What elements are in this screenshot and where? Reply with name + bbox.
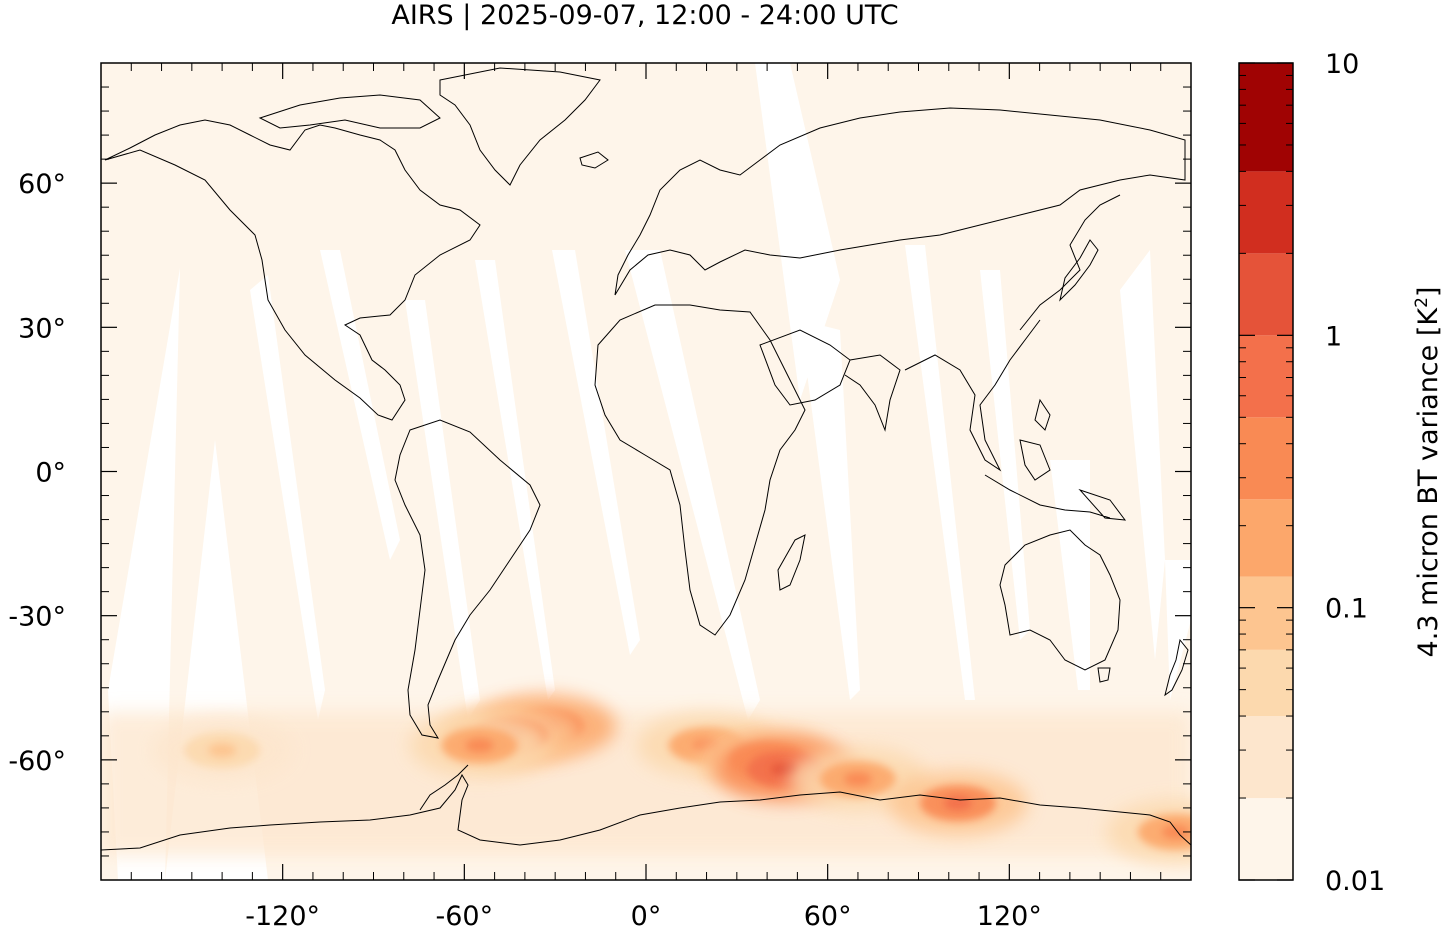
swath-gap — [625, 250, 760, 720]
coast-north-america — [104, 119, 481, 421]
y-tick-label: 0° — [35, 458, 66, 489]
coast-africa — [594, 304, 806, 636]
y-tick-label: 30° — [18, 313, 66, 344]
colorbar-tick-label: 0.01 — [1325, 866, 1385, 897]
y-axis: 60° 30° 0° -30° -60° — [8, 169, 1191, 777]
coast-south-america — [394, 419, 541, 739]
activity-core — [843, 772, 872, 787]
swath-gap — [800, 320, 860, 700]
x-tick-label: -120° — [245, 901, 320, 930]
map-panel — [101, 63, 1191, 880]
swath-gap — [320, 250, 400, 560]
swath-gap — [980, 270, 1030, 640]
coast-tasmania — [1097, 667, 1111, 683]
coast-europe — [614, 107, 1186, 296]
colorbar-ticks: 10 1 0.1 0.01 — [1239, 49, 1385, 897]
x-axis: -120° -60° 0° 60° 120° — [245, 63, 1042, 930]
coast-arctic-islands — [258, 94, 441, 129]
coast-east-asia — [1019, 194, 1121, 331]
x-tick-label: 120° — [977, 901, 1042, 930]
colorbar-tick-label: 10 — [1325, 49, 1359, 80]
colorbar-segment — [1239, 335, 1293, 418]
swath-gap — [405, 300, 480, 720]
coast-madagascar — [777, 534, 806, 591]
x-tick-label: 0° — [631, 901, 662, 930]
coast-antarctica — [101, 773, 1191, 851]
swath-gap — [1165, 560, 1191, 700]
x-tick-label: -60° — [436, 901, 494, 930]
coastlines — [101, 67, 1191, 851]
coast-japan — [1059, 239, 1099, 302]
colorbar-segment — [1239, 499, 1293, 577]
coast-australia — [999, 529, 1121, 671]
y-tick-label: -60° — [8, 746, 66, 777]
colorbar-segment — [1239, 576, 1293, 650]
colorbar-tick-label: 0.1 — [1325, 594, 1368, 625]
x-tick-label: 60° — [804, 901, 852, 930]
colorbar-segment — [1239, 171, 1293, 254]
colorbar-segment — [1239, 417, 1293, 500]
colorbar-tick-label: 1 — [1325, 321, 1342, 352]
colorbar-segment — [1239, 63, 1293, 172]
activity-core — [1161, 824, 1190, 839]
colorbar-segment — [1239, 716, 1293, 799]
colorbar — [1239, 63, 1293, 880]
colorbar-frame — [1238, 62, 1294, 881]
colorbar-segment — [1239, 798, 1293, 880]
colorbar-segment — [1239, 253, 1293, 336]
swath-gap — [475, 260, 555, 700]
y-tick-label: 60° — [18, 169, 66, 200]
y-tick-label: -30° — [8, 602, 66, 633]
coast-greenland — [439, 67, 601, 186]
activity-core — [208, 743, 237, 758]
colorbar-label: 4.3 micron BT variance [K2] — [1412, 287, 1442, 658]
activity-core — [465, 738, 494, 753]
coast-maritime-asia — [984, 398, 1127, 521]
map-title: AIRS | 2025-09-07, 12:00 - 24:00 UTC — [391, 0, 898, 31]
minor-ticks — [101, 63, 1191, 880]
coast-new-zealand — [1164, 638, 1189, 697]
swath-gap — [1120, 250, 1165, 660]
coast-arabia — [759, 329, 851, 406]
swath-gap — [552, 250, 640, 655]
swath-gap — [905, 245, 975, 700]
swath-gap — [1050, 460, 1090, 690]
coast-south-asia — [844, 319, 1041, 472]
coast-iceland — [579, 151, 609, 169]
swath-gap — [250, 275, 325, 720]
coast-antarctic-peninsula — [419, 764, 469, 811]
activity-field — [101, 694, 1191, 864]
colorbar-segment — [1239, 649, 1293, 717]
